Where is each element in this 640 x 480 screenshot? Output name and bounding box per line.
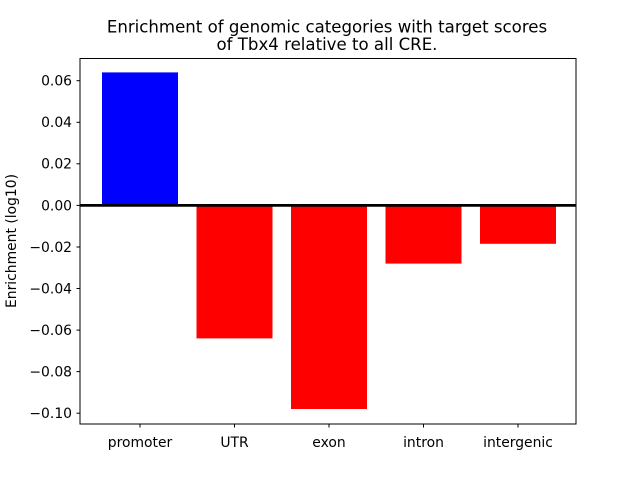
y-tick-label-1: 0.04 [41, 115, 72, 131]
bar-intron [385, 205, 462, 264]
y-tick-label-7: −0.08 [29, 365, 72, 381]
y-tick-label-2: 0.02 [41, 157, 72, 173]
y-tick-label-3: 0.00 [41, 198, 72, 214]
chart-title-line-1: Enrichment of genomic categories with ta… [107, 18, 547, 37]
x-tick-label-promoter: promoter [108, 435, 173, 451]
bar-exon [291, 205, 367, 409]
x-tick-label-intron: intron [403, 435, 444, 451]
plot-area: 0.06 0.04 0.02 0.00 −0.02 −0.04 −0.06 −0.08 −0.1… [29, 58, 577, 451]
bar-intergenic [480, 205, 556, 244]
y-tick-label-6: −0.06 [29, 323, 72, 339]
y-axis-label: Enrichment (log10) [4, 174, 20, 308]
x-tick-label-UTR: UTR [220, 435, 249, 451]
x-tick-label-intergenic: intergenic [483, 435, 553, 451]
chart-title-line-2: of Tbx4 relative to all CRE. [217, 35, 438, 54]
axes-spines [79, 58, 577, 425]
bar-promoter [102, 72, 178, 206]
y-tick-label-5: −0.04 [29, 281, 72, 297]
bar-UTR [196, 205, 273, 339]
y-tick-label-4: −0.02 [29, 240, 72, 256]
y-tick-label-0: 0.06 [41, 74, 72, 90]
x-tick-label-exon: exon [312, 435, 345, 451]
y-tick-label-8: −0.10 [29, 406, 72, 422]
